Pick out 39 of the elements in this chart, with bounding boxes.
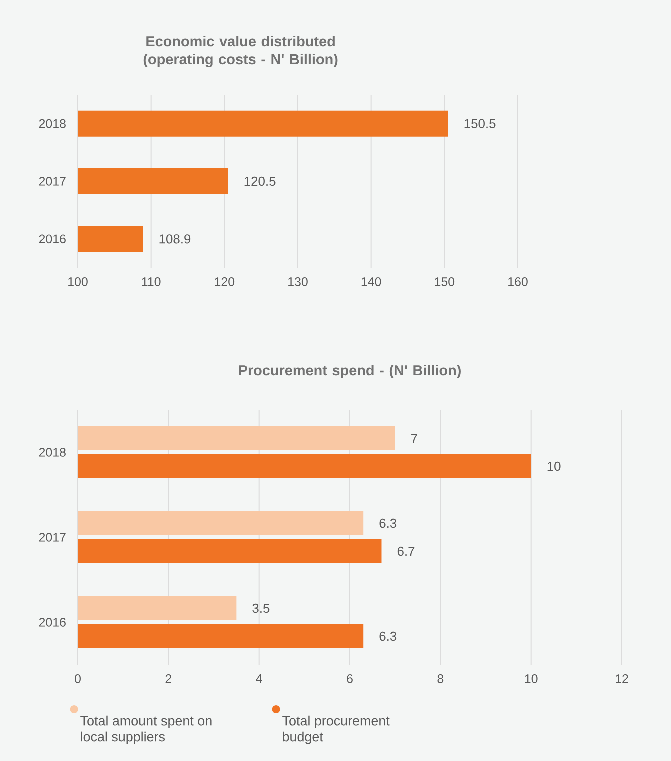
y-tick-label: 2016 <box>39 234 66 244</box>
data-label: 150.5 <box>464 119 496 128</box>
bar <box>78 454 532 478</box>
y-tick-label: 2017 <box>39 533 66 542</box>
data-label: 6.7 <box>398 546 415 556</box>
x-tick-label: 160 <box>508 278 528 286</box>
data-label: 7 <box>412 434 418 443</box>
legend-label: Total procurement budget <box>282 716 390 744</box>
bar <box>78 426 396 450</box>
x-tick-label: 12 <box>616 674 628 684</box>
x-tick-label: 150 <box>435 278 455 286</box>
x-tick-label: 8 <box>438 674 444 684</box>
x-tick-label: 6 <box>347 674 353 684</box>
x-tick-label: 4 <box>256 674 262 684</box>
x-tick-label: 2 <box>166 674 172 684</box>
x-tick-label: 0 <box>75 674 81 684</box>
chart-title: Economic value distributed (operating costs - N' Billion) <box>144 36 338 68</box>
data-label: 3.5 <box>252 604 270 614</box>
x-tick-label: 120 <box>215 278 235 286</box>
data-label: 10 <box>548 462 561 472</box>
legend-label: Total amount spent on local suppliers <box>80 716 212 744</box>
y-tick-label: 2016 <box>39 618 66 627</box>
data-label: 6.3 <box>380 518 397 528</box>
x-tick-label: 100 <box>68 278 88 286</box>
bar <box>78 512 364 536</box>
data-label: 108.9 <box>160 234 191 244</box>
x-tick-label: 110 <box>142 278 161 286</box>
y-tick-label: 2017 <box>39 177 66 186</box>
x-tick-label: 10 <box>525 674 538 684</box>
x-tick-label: 130 <box>288 278 308 286</box>
data-label: 120.5 <box>244 176 276 186</box>
x-tick-label: 140 <box>362 278 382 286</box>
bar <box>78 540 382 564</box>
chart-title: Procurement spend - (N' Billion) <box>239 365 461 379</box>
y-tick-label: 2018 <box>39 448 66 457</box>
data-label: 6.3 <box>380 632 397 642</box>
bar <box>78 596 237 620</box>
y-tick-label: 2018 <box>39 119 66 128</box>
bar <box>78 624 364 649</box>
